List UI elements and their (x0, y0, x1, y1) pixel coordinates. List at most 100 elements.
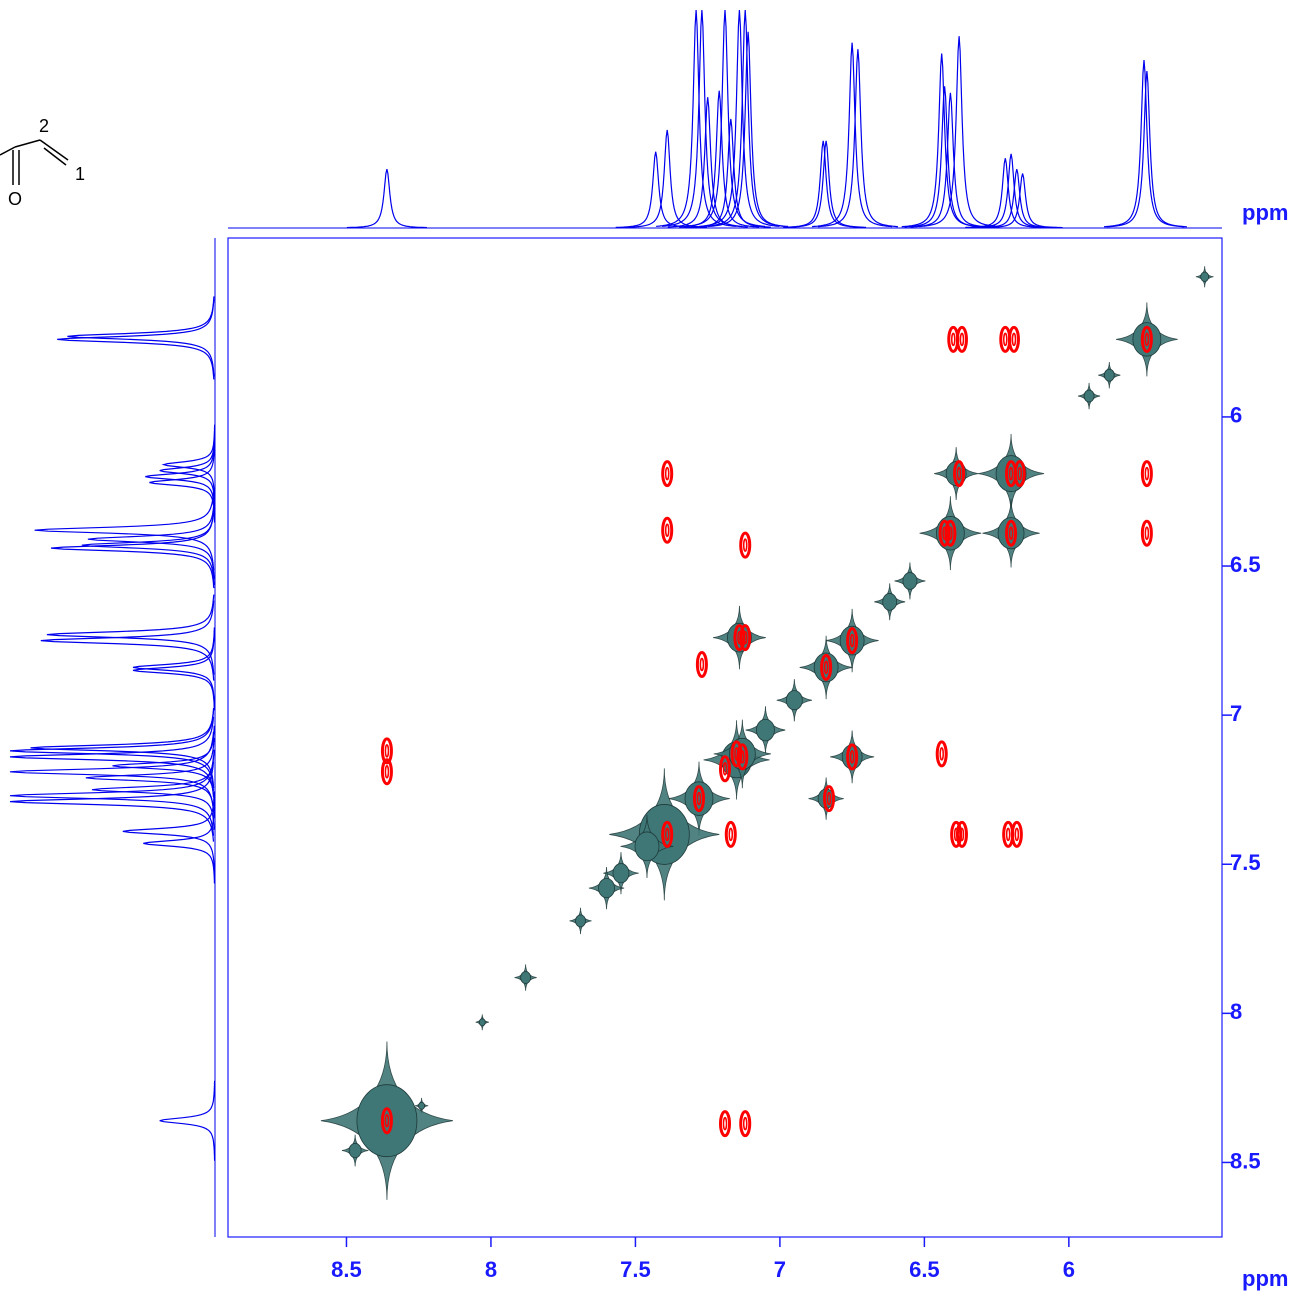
cross-peak-core (728, 827, 734, 842)
x-tick-label: 7.5 (620, 1257, 651, 1282)
cross-peak (684, 781, 714, 816)
top-peak (910, 92, 991, 228)
top-peak (904, 86, 985, 228)
atom-label: 2 (39, 116, 49, 136)
left-peak (30, 707, 215, 788)
top-peak (919, 36, 1000, 228)
cross-peak-core (696, 791, 702, 806)
cross-peak (1013, 460, 1026, 488)
cross-peak-core (699, 657, 705, 672)
top-peak (699, 9, 780, 227)
x-tick-label: 8.5 (331, 1257, 362, 1282)
left-peak (46, 594, 215, 675)
x-tick-label: 6 (1063, 1257, 1075, 1282)
cross-peak (953, 460, 966, 488)
cross-peak-core (1008, 526, 1014, 540)
cross-peak (1083, 389, 1095, 403)
cross-peak (661, 820, 674, 848)
cross-peak (839, 625, 865, 656)
top-peak (615, 151, 696, 228)
cross-peak-core (951, 332, 956, 347)
cross-peak (995, 455, 1027, 492)
cross-peak (634, 831, 660, 862)
cross-peak (478, 1018, 486, 1027)
left-peak (122, 791, 215, 872)
y-axis-label: ppm (1242, 200, 1288, 225)
top-peak (971, 153, 1052, 228)
cross-peak (739, 624, 752, 652)
cross-peak-core (948, 526, 953, 540)
cross-peak-core (959, 827, 965, 842)
y-tick-label: 6.5 (1230, 552, 1261, 577)
cross-peak-core (1144, 466, 1150, 481)
left-peak (81, 505, 215, 586)
cross-peak (756, 718, 775, 742)
cross-peak-core (740, 750, 745, 764)
left-peak (149, 442, 216, 523)
top-peak (982, 173, 1063, 229)
top-peak (817, 49, 898, 228)
cross-peak-core (1144, 332, 1150, 347)
y-tick-label: 7 (1230, 701, 1242, 726)
cross-peak (736, 743, 749, 771)
cross-peak-core (956, 466, 962, 481)
cross-peak (1140, 325, 1153, 353)
cross-peak-core (722, 1116, 728, 1131)
cross-peak-core (959, 332, 965, 347)
cross-peak (356, 1084, 418, 1158)
cross-peak (1132, 322, 1162, 357)
plot-frame (227, 237, 1223, 1238)
cross-peak-core (722, 762, 728, 776)
top-peak (708, 31, 789, 228)
cross-peak (719, 755, 731, 783)
atom-label: O (8, 189, 22, 209)
top-peak (976, 168, 1057, 229)
cross-peak (820, 653, 833, 681)
x-axis-label: ppm (1242, 1266, 1288, 1291)
cross-peak (612, 863, 630, 884)
cross-peak (724, 820, 737, 848)
structure (0, 139, 69, 185)
cross-peak (1140, 460, 1153, 488)
left-peak (143, 803, 216, 884)
cross-peak (520, 971, 532, 984)
cross-peak-core (1017, 466, 1022, 481)
cross-peak (695, 650, 708, 678)
cross-peak (1005, 519, 1018, 547)
cross-peak-core (1011, 332, 1017, 347)
cross-peak-core (939, 747, 944, 761)
left-peak (91, 749, 215, 830)
top-peak (965, 158, 1046, 229)
atom-label: 1 (75, 164, 85, 184)
top-peak (627, 129, 708, 228)
cross-peak (380, 737, 393, 765)
cross-peak-core (1144, 526, 1150, 540)
x-tick-label: 6.5 (909, 1257, 940, 1282)
cross-peak (418, 1101, 425, 1110)
top-peak (685, 9, 765, 227)
top-peak (786, 140, 867, 228)
cross-peak (955, 820, 968, 848)
cross-peak-core (1005, 827, 1011, 842)
cross-peak-core (849, 633, 855, 648)
left-peak (145, 436, 216, 517)
cross-peak-core (1014, 827, 1020, 842)
cross-peak (1200, 271, 1210, 282)
cross-peak-core (1003, 332, 1008, 347)
left-peak (67, 296, 215, 377)
cross-peak (841, 744, 863, 770)
bond (43, 147, 67, 166)
cross-peak (882, 593, 898, 611)
cross-peak-core (742, 630, 748, 645)
cross-peak (955, 325, 968, 353)
y-tick-label: 6 (1230, 403, 1242, 428)
cross-peak (719, 1110, 731, 1138)
cross-peak (997, 517, 1025, 550)
cross-peak (785, 690, 803, 711)
cross-peak-core (664, 827, 670, 842)
cross-peak (598, 878, 615, 899)
cross-peak-core (384, 765, 390, 779)
cross-peak-core (849, 750, 855, 764)
cross-peak (823, 785, 836, 813)
cross-peak (739, 1110, 752, 1138)
